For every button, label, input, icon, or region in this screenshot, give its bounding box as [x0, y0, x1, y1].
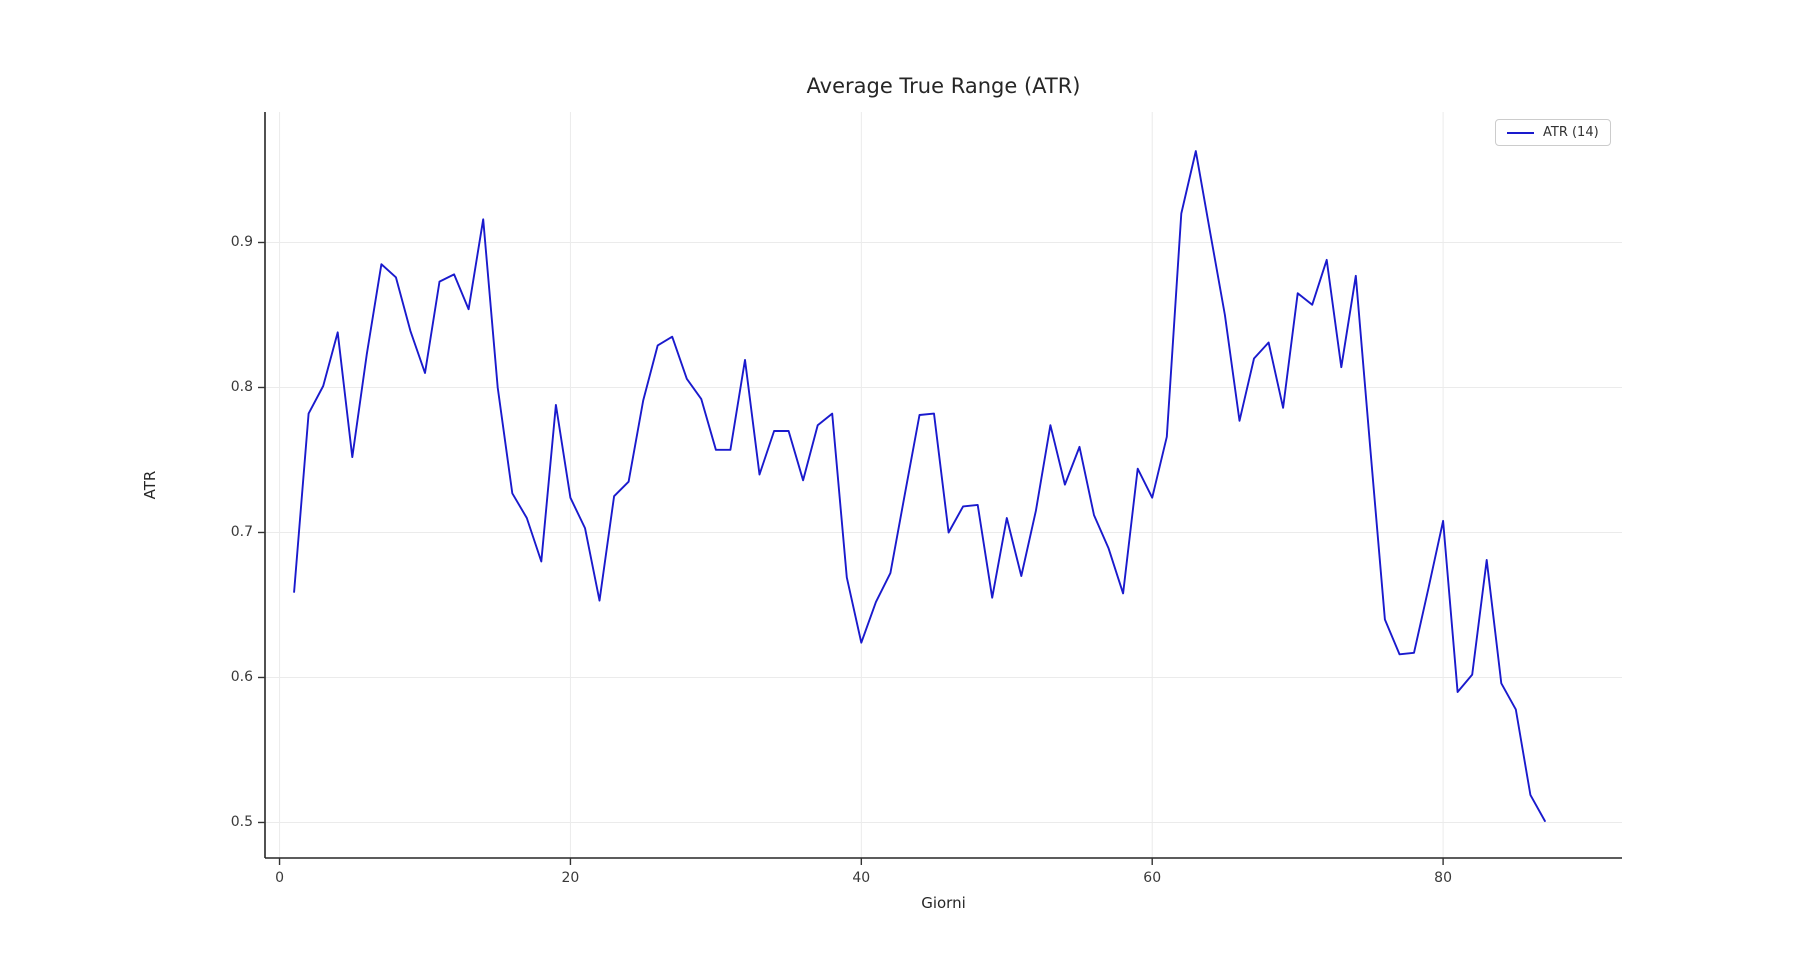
y-tick-label: 0.8 [230, 379, 253, 396]
y-axis-label: ATR [141, 470, 159, 500]
x-tick-label: 80 [1434, 870, 1452, 886]
x-tick-label: 60 [1143, 870, 1162, 886]
x-tick-label: 20 [561, 870, 580, 886]
y-tick-label: 0.9 [230, 234, 253, 251]
y-tick-label: 0.5 [230, 814, 253, 831]
legend: ATR (14) [1495, 119, 1611, 146]
x-axis-label: Giorni [921, 894, 966, 912]
axes-spines [264, 112, 1622, 859]
legend-line-swatch [1507, 131, 1534, 134]
y-tick-label: 0.6 [230, 669, 253, 686]
chart-title: Average True Range (ATR) [806, 74, 1081, 98]
x-tick-label: 0 [275, 870, 284, 886]
gridlines [265, 112, 1622, 858]
x-tick-label: 40 [852, 870, 871, 886]
y-tick-label: 0.7 [230, 524, 253, 541]
legend-label: ATR (14) [1543, 125, 1599, 140]
axis-ticks [258, 241, 1444, 865]
atr-line-series [293, 150, 1546, 822]
